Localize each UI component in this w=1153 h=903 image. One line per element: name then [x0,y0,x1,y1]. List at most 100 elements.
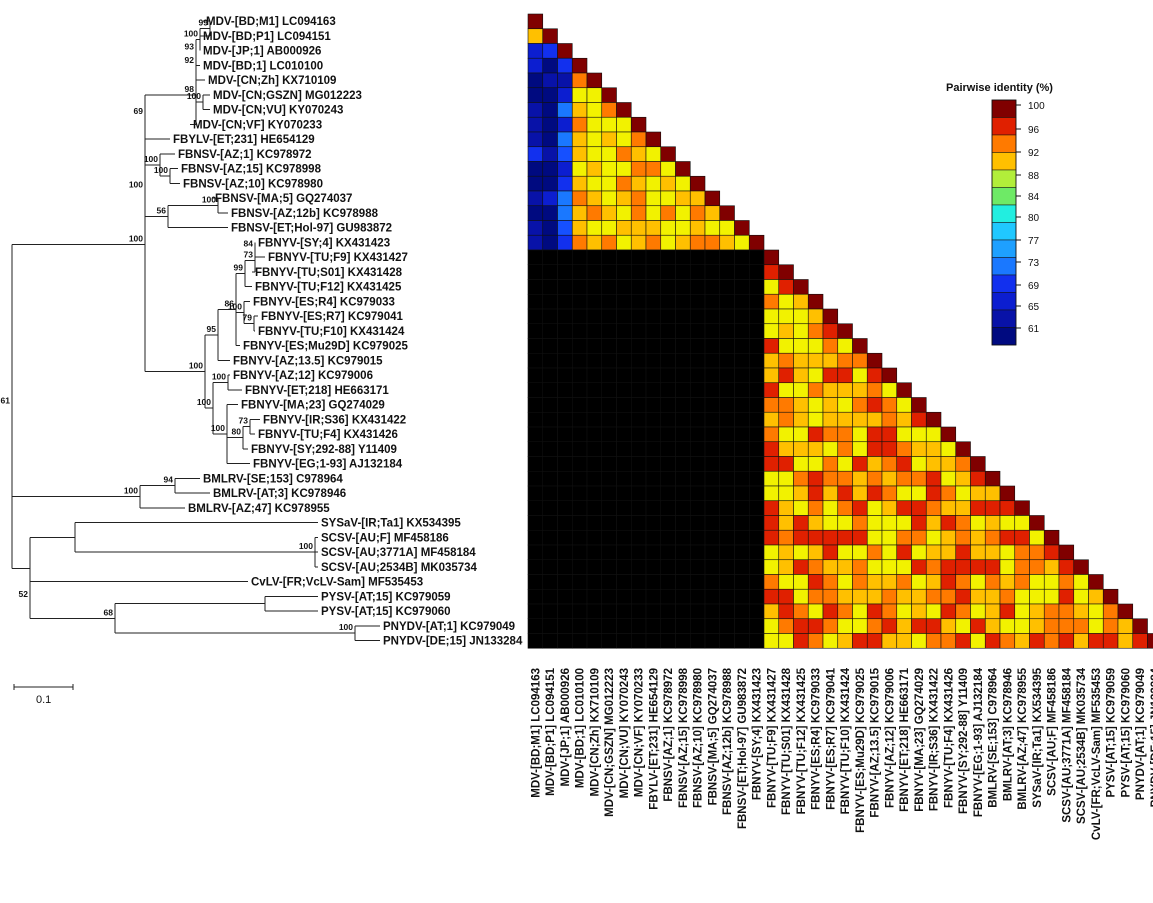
taxon-label: FBNSV-[AZ;1] KC978972 [178,149,312,161]
taxon-label: FBNYV-[AZ;12] KC979006 [233,370,373,382]
bootstrap-value: 80 [232,427,242,437]
identity-cell [675,234,691,251]
bootstrap-value: 68 [104,607,114,617]
identity-cell [542,515,558,531]
identity-cell [719,293,735,310]
taxon-label: SCSV-[AU;3771A] MF458184 [321,547,476,559]
column-label: FBNYV-[AZ;13.5] KC979015 [870,667,882,817]
identity-cell [630,116,647,133]
bootstrap-value: 52 [19,589,29,599]
identity-cell [778,603,794,620]
identity-cell [940,515,957,531]
identity-cell [719,264,735,280]
identity-cell [601,515,617,531]
identity-cell [601,411,617,428]
column-label: FBNYV-[MA;23] GQ274029 [914,668,926,812]
identity-cell [807,559,824,575]
identity-cell [571,588,588,605]
identity-cell [616,264,632,280]
identity-cell [807,456,824,472]
identity-cell [1014,633,1030,649]
identity-cell [645,146,662,162]
identity-cell [866,456,883,472]
identity-cell [748,382,765,398]
identity-cell [719,500,735,516]
identity-cell [704,220,721,236]
identity-cell [822,588,839,605]
identity-cell [763,279,780,295]
identity-cell [852,544,868,561]
identity-cell [763,426,780,443]
identity-cell [822,367,839,384]
identity-cell [881,456,898,472]
identity-cell [586,574,603,590]
legend-swatch [991,327,1017,346]
bootstrap-value: 100 [211,423,225,433]
identity-cell [601,264,617,280]
identity-cell [542,87,558,103]
taxon-label: BMLRV-[SE;153] C978964 [203,473,343,485]
identity-cell [911,441,927,457]
identity-cell [852,588,868,605]
identity-cell [1058,588,1075,605]
identity-cell [807,544,824,561]
identity-cell [1058,603,1075,620]
identity-cell [542,323,558,339]
identity-cell [704,264,721,280]
taxon-label: CvLV-[FR;VcLV-Sam] MF535453 [251,577,423,589]
phylogenetic-tree [11,20,380,641]
identity-cell [660,529,676,546]
identity-cell [1073,574,1089,590]
identity-cell [527,264,544,280]
identity-cell [689,529,706,546]
identity-cell [527,116,544,133]
identity-cell [896,544,912,561]
identity-cell [689,574,706,590]
identity-cell [1058,559,1075,575]
identity-cell [557,426,573,443]
identity-cell [778,470,794,487]
identity-cell [571,338,588,354]
bootstrap-value: 100 [299,541,313,551]
identity-cell [630,249,647,266]
identity-cell [999,633,1016,649]
identity-cell [689,411,706,428]
identity-cell [748,249,765,266]
identity-cell [630,426,647,443]
identity-cell [822,500,839,516]
identity-cell [527,102,544,118]
identity-cell [940,485,957,502]
legend-swatch [991,134,1017,153]
taxon-label: MDV-[CN;GSZN] MG012223 [213,90,362,102]
identity-cell [630,220,647,236]
identity-cell [1058,544,1075,561]
identity-cell [1058,618,1075,634]
identity-cell [601,87,617,103]
identity-cell [557,220,573,236]
column-label: PNYDV-[DE;15] JN133284 [1150,667,1153,807]
column-label: FBNYV-[TU;S01] KX431428 [781,667,793,815]
identity-cell [793,338,809,354]
column-label: FBNYV-[ES;Mu29D] KC979025 [855,667,867,832]
identity-cell [984,618,1001,634]
column-label: FBNYV-[ES;R7] KC979041 [825,667,837,809]
column-label: SCSV-[AU;F] MF458186 [1047,668,1059,796]
identity-cell [793,470,809,487]
identity-cell [1014,603,1030,620]
identity-cell [748,323,765,339]
identity-cell [645,470,662,487]
identity-cell [1043,633,1060,649]
taxon-label: FBNYV-[ES;R4] KC979033 [253,296,395,308]
identity-cell [852,338,868,354]
identity-cell [645,175,662,192]
identity-cell [616,470,632,487]
identity-cell [1088,633,1104,649]
taxon-label: FBNYV-[TU;S01] KX431428 [255,267,403,279]
identity-cell [970,456,986,472]
identity-cell [571,116,588,133]
identity-cell [807,397,824,413]
identity-cell [984,574,1001,590]
taxon-label: PNYDV-[AT;1] KC979049 [383,621,515,633]
identity-cell [660,382,676,398]
identity-cell [970,633,986,649]
